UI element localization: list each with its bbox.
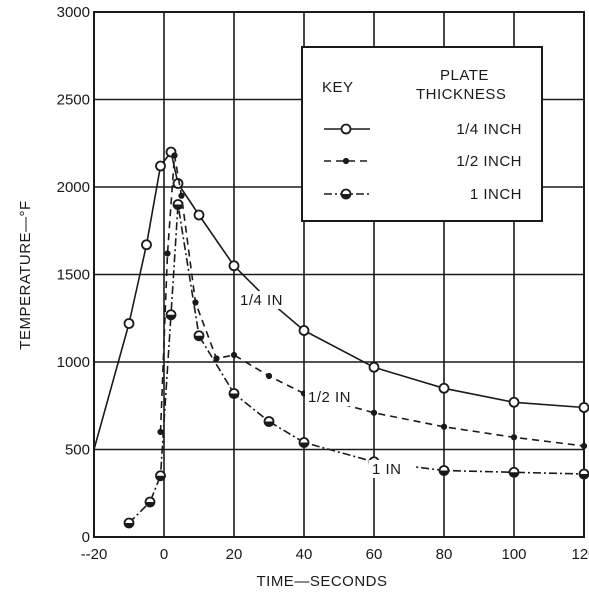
series-3-point <box>298 437 310 448</box>
legend-header-line1: PLATE <box>440 67 489 84</box>
legend-swatch-marker <box>340 188 352 200</box>
series-3-point-fill <box>579 474 589 479</box>
y-axis-title: TEMPERATURE—°F <box>17 200 34 349</box>
annotation-bg <box>237 291 303 309</box>
annotation-3: 1 IN <box>372 461 402 478</box>
annotation-2: 1/2 IN <box>308 389 351 406</box>
x-tick-label: 20 <box>226 546 243 563</box>
y-tick-label: 2000 <box>57 179 90 196</box>
legend-key-label: KEY <box>322 79 354 96</box>
series-3 <box>123 199 589 529</box>
series-2-point <box>370 409 378 416</box>
series-2-point <box>265 372 273 380</box>
series-3-point-fill <box>439 470 449 475</box>
legend-entry-label: 1/2 INCH <box>456 153 522 170</box>
series-3-point <box>193 330 205 342</box>
plot-frame <box>93 11 585 538</box>
series-2-point <box>157 428 164 436</box>
series-3-point <box>123 517 135 529</box>
series-3-point-fill <box>509 472 519 477</box>
x-tick-label: 120 <box>571 546 589 563</box>
series-3-point-fill <box>124 523 134 528</box>
x-tick-label: 100 <box>501 546 526 563</box>
legend: KEY PLATE THICKNESS 1/4 INCH 1/2 INCH 1 IN… <box>301 46 543 222</box>
series-1-point <box>193 209 205 221</box>
y-tick-label: 1000 <box>57 354 90 371</box>
x-tick-label: --20 <box>81 546 108 563</box>
x-tick-label: 60 <box>366 546 383 563</box>
series-2-point <box>230 351 238 359</box>
series-3-point <box>578 468 589 480</box>
legend-swatch-marker <box>342 157 350 165</box>
series-1-point <box>298 325 310 336</box>
series-3-point-fill <box>264 421 274 426</box>
series-1-point <box>368 361 380 373</box>
series-3-point-fill <box>145 502 155 507</box>
series-1 <box>93 146 589 450</box>
x-tick-label: 40 <box>296 546 313 563</box>
series-3-point <box>263 416 275 427</box>
series-2-point <box>213 355 220 362</box>
series-3-point <box>144 496 156 508</box>
series-annotations: 1/4 IN 1/2 IN 1 IN <box>237 291 415 478</box>
legend-entry-2: 1/2 INCH <box>324 153 522 170</box>
legend-entries: 1/4 INCH 1/2 INCH 1 INCH <box>324 121 522 203</box>
tick-labels: --20020406080100120050010001500200025003… <box>57 4 589 563</box>
series-1-point <box>578 402 589 413</box>
y-tick-label: 500 <box>65 442 90 459</box>
series-1-point <box>508 396 520 408</box>
series-3-point <box>438 465 450 476</box>
series-1-point <box>155 160 166 172</box>
annotation-1: 1/4 IN <box>240 292 283 309</box>
series-3-point-fill <box>173 204 183 210</box>
series-3-point-fill <box>166 314 176 320</box>
series-3-point-fill <box>229 393 239 398</box>
y-tick-label: 0 <box>82 529 90 546</box>
x-tick-label: 0 <box>160 546 168 563</box>
series-1-point <box>438 382 450 394</box>
series-2-point <box>164 250 171 257</box>
y-tick-label: 1500 <box>57 267 90 284</box>
series-2-point <box>171 152 178 159</box>
series-1-point <box>141 239 152 251</box>
x-axis-title: TIME—SECONDS <box>256 573 387 590</box>
series-3-point-fill <box>194 335 204 341</box>
x-tick-label: 80 <box>436 546 453 563</box>
legend-entry-3: 1 INCH <box>324 186 522 203</box>
series-2-point <box>440 423 448 430</box>
series-3-point <box>228 388 240 399</box>
series-2-point <box>178 192 185 199</box>
legend-entry-label: 1 INCH <box>470 186 522 203</box>
legend-header-line2: THICKNESS <box>416 86 506 103</box>
series-1-point <box>228 260 240 272</box>
series-3-point-fill <box>156 475 165 481</box>
annotation-bg <box>369 460 415 478</box>
series-2-point <box>510 434 518 441</box>
series-3-point <box>155 470 166 482</box>
series-3-point-fill <box>299 442 309 447</box>
y-tick-label: 2500 <box>57 92 90 109</box>
series-1-point <box>172 178 184 189</box>
legend-entry-1: 1/4 INCH <box>324 121 522 138</box>
series-1-point <box>123 318 135 329</box>
series-2-point <box>580 442 588 450</box>
series-1-line <box>93 151 585 450</box>
series-3-point <box>172 199 184 210</box>
annotation-bg <box>305 388 371 406</box>
series-lines <box>93 146 589 529</box>
series-3-point <box>165 309 177 321</box>
series-3-point <box>508 466 520 478</box>
y-tick-label: 3000 <box>57 4 90 21</box>
legend-swatch-marker <box>340 123 352 135</box>
legend-entry-label: 1/4 INCH <box>456 121 522 138</box>
legend-swatch-marker-fill <box>341 194 351 199</box>
